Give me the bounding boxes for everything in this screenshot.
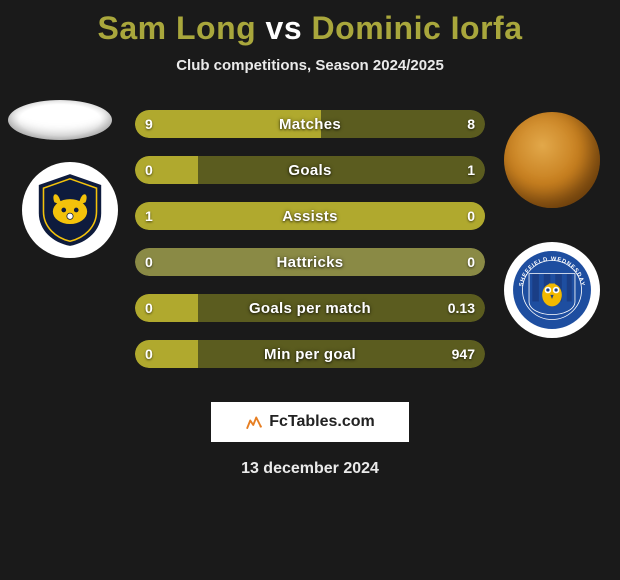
stat-row: 0947Min per goal <box>135 340 485 368</box>
stat-label: Matches <box>135 110 485 138</box>
fctables-watermark: FcTables.com <box>207 398 413 446</box>
stat-label: Goals <box>135 156 485 184</box>
player-right-name: Dominic Iorfa <box>312 10 523 46</box>
stat-row: 01Goals <box>135 156 485 184</box>
vs-text: vs <box>266 10 303 46</box>
team-right-crest: SHEFFIELD WEDNESDAY <box>504 242 600 338</box>
player-right-avatar <box>504 112 600 208</box>
oxford-united-crest-icon <box>31 171 109 249</box>
stat-label: Hattricks <box>135 248 485 276</box>
stat-row: 00.13Goals per match <box>135 294 485 322</box>
season-subtitle: Club competitions, Season 2024/2025 <box>0 57 620 74</box>
stat-label: Goals per match <box>135 294 485 322</box>
stat-label: Min per goal <box>135 340 485 368</box>
stat-label: Assists <box>135 202 485 230</box>
footer-date: 13 december 2024 <box>0 460 620 478</box>
fctables-logo-icon <box>245 413 263 431</box>
player-left-name: Sam Long <box>97 10 256 46</box>
stat-row: 10Assists <box>135 202 485 230</box>
comparison-title: Sam Long vs Dominic Iorfa <box>0 0 620 47</box>
sheffield-wednesday-crest-icon: SHEFFIELD WEDNESDAY <box>511 249 593 331</box>
comparison-stage: SHEFFIELD WEDNESDAY 98Matches 01Goals 10As… <box>0 92 620 392</box>
team-left-crest <box>22 162 118 258</box>
player-left-avatar-placeholder <box>8 100 112 140</box>
fctables-brand-text: FcTables.com <box>269 413 375 431</box>
stat-row: 00Hattricks <box>135 248 485 276</box>
stat-bars: 98Matches 01Goals 10Assists 00Hattricks 00.1… <box>135 110 485 386</box>
stat-row: 98Matches <box>135 110 485 138</box>
